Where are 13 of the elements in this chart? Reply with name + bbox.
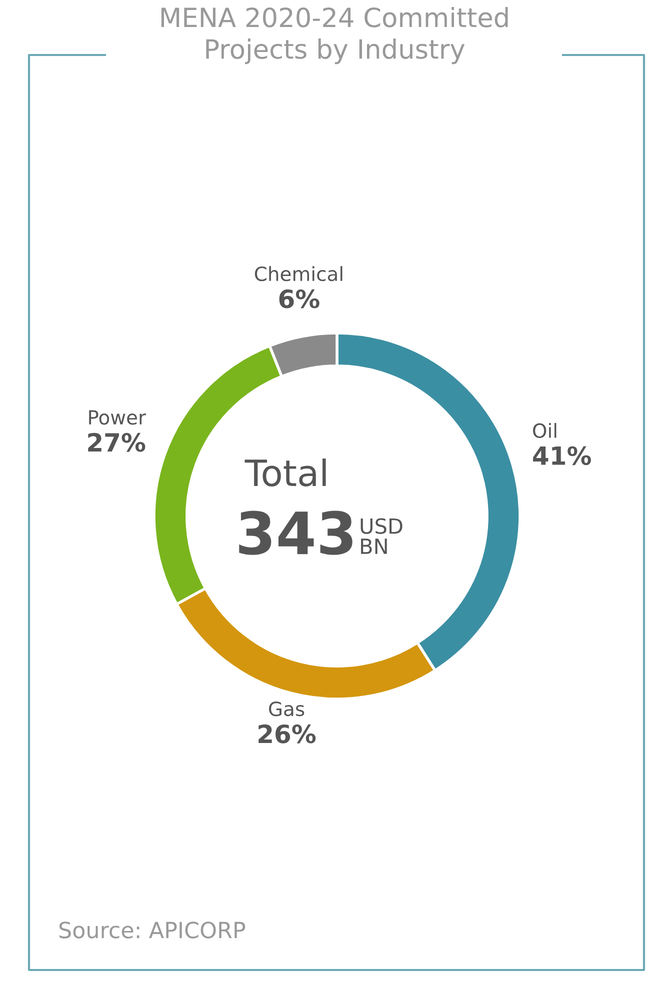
- text: Total: [244, 458, 326, 486]
- text: USD BN: [360, 518, 402, 554]
- slice-label: Oil: [533, 422, 556, 438]
- slice-label: Power: [89, 410, 146, 425]
- text: 343: [239, 510, 352, 555]
- data-label: 26%: [258, 724, 316, 744]
- data-label: 41%: [533, 446, 591, 466]
- source-note: Source: APICORP: [59, 922, 246, 938]
- slice-label: Gas: [269, 702, 304, 716]
- data-label: 6%: [279, 289, 320, 308]
- slice-label: Chemical: [254, 266, 342, 282]
- chart-title: MENA 2020-24 Committed Projects by Industry: [161, 7, 508, 64]
- data-label: 27%: [88, 432, 146, 452]
